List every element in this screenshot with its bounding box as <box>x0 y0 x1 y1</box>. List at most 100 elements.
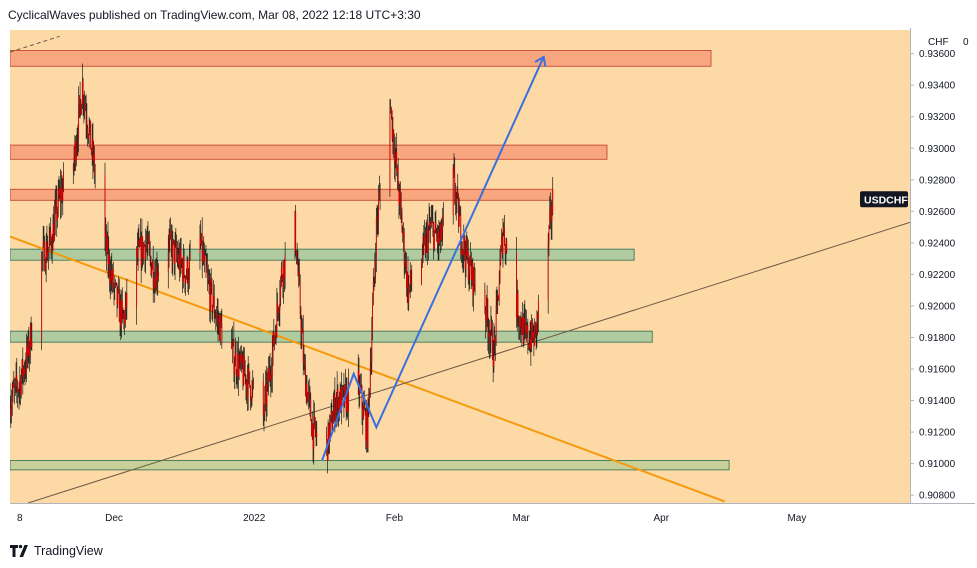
candle-body <box>314 416 315 419</box>
candle-body <box>378 192 380 199</box>
candle-body <box>411 283 413 284</box>
candle-body <box>216 316 217 319</box>
candle-body <box>240 353 242 363</box>
candle-body <box>523 318 525 344</box>
candle-body <box>51 240 52 249</box>
candle-body <box>199 238 201 253</box>
candle-body <box>31 341 33 347</box>
candle-body <box>294 211 296 255</box>
candle-body <box>146 244 148 246</box>
candle-body <box>315 430 317 437</box>
tradingview-footer[interactable]: TradingView <box>10 542 103 560</box>
candle-body <box>337 389 339 417</box>
candle-body <box>141 236 143 266</box>
candle-body <box>93 153 95 161</box>
candle-body <box>219 315 221 341</box>
resistance-zone-2 <box>10 144 608 160</box>
candle-body <box>250 385 251 401</box>
candle-body <box>406 260 407 288</box>
candle-body <box>219 318 220 341</box>
candle-body <box>107 238 109 265</box>
candle-body <box>430 224 432 227</box>
candle-body <box>460 214 462 249</box>
candle-body <box>497 295 499 296</box>
candle-body <box>121 300 123 310</box>
candle-body <box>124 314 126 324</box>
candle-body <box>332 423 334 431</box>
candle-body <box>60 187 61 201</box>
candle-body <box>19 380 21 388</box>
candle-body <box>84 103 86 105</box>
candle-body <box>178 254 180 264</box>
candle-body <box>491 327 493 359</box>
candle-body <box>153 286 155 288</box>
candle-body <box>405 260 407 267</box>
candle-body <box>154 277 156 288</box>
candle-body <box>74 141 76 157</box>
candle-body <box>516 293 518 318</box>
candle-body <box>26 345 28 356</box>
candle-body <box>145 243 147 260</box>
candle-body <box>200 238 202 245</box>
candle-body <box>529 338 531 349</box>
candle-body <box>504 244 506 254</box>
candle-body <box>302 328 303 334</box>
candle-body <box>237 354 239 377</box>
candle-body <box>502 231 504 255</box>
candle-body <box>137 243 139 258</box>
candle-body <box>307 394 309 402</box>
candle-body <box>488 333 490 337</box>
candle-body <box>326 433 328 440</box>
candle-body <box>551 213 553 222</box>
candle-body <box>503 227 505 232</box>
candle-body <box>90 120 92 150</box>
candle-body <box>345 387 347 413</box>
candle-body <box>15 375 17 381</box>
candle-body <box>148 234 150 243</box>
candle-body <box>151 268 153 275</box>
candle-body <box>63 171 64 189</box>
candle-body <box>310 399 312 421</box>
candle-body <box>453 166 455 173</box>
candle-body <box>312 424 314 450</box>
candle-body <box>433 230 435 250</box>
time-axis[interactable]: 8 Dec 2022 Feb Mar Apr May <box>10 503 975 525</box>
candle-body <box>243 357 245 377</box>
candle-body <box>421 258 423 263</box>
candle-body <box>241 353 243 367</box>
candle-body <box>173 240 175 264</box>
candle-body <box>452 166 454 216</box>
candle-body <box>242 366 244 384</box>
candle-body <box>150 257 152 275</box>
candle-body <box>142 244 144 259</box>
candle-body <box>469 255 471 275</box>
candle-body <box>55 199 57 206</box>
candle-body <box>62 188 64 201</box>
candle-body <box>499 262 501 284</box>
resistance-zone-3 <box>10 188 554 201</box>
candle-body <box>249 371 251 386</box>
candle-body <box>156 265 158 281</box>
candle-body <box>280 267 282 279</box>
candle-body <box>265 384 266 394</box>
candle-body <box>12 384 14 396</box>
candle-body <box>45 242 47 270</box>
candle-body <box>87 128 89 136</box>
candle-body <box>111 269 113 281</box>
candle-body <box>519 317 521 327</box>
candles-layer <box>10 63 554 474</box>
candle-body <box>276 303 278 338</box>
candle-body <box>378 198 380 220</box>
candle-body <box>472 261 474 295</box>
candle-body <box>548 225 550 243</box>
orange_down-trendline <box>10 235 725 503</box>
candle-body <box>534 322 536 327</box>
candle-body <box>267 371 269 383</box>
price-axis[interactable]: CHF 0 0.90800 0.91000 0.91200 0.91400 0.91600 0… <box>860 28 969 503</box>
price-tick-label: 0.91200 <box>919 428 956 439</box>
time-tick-label: May <box>787 513 806 524</box>
candle-body <box>283 261 285 279</box>
candle-body <box>144 246 146 260</box>
candle-body <box>398 190 400 205</box>
